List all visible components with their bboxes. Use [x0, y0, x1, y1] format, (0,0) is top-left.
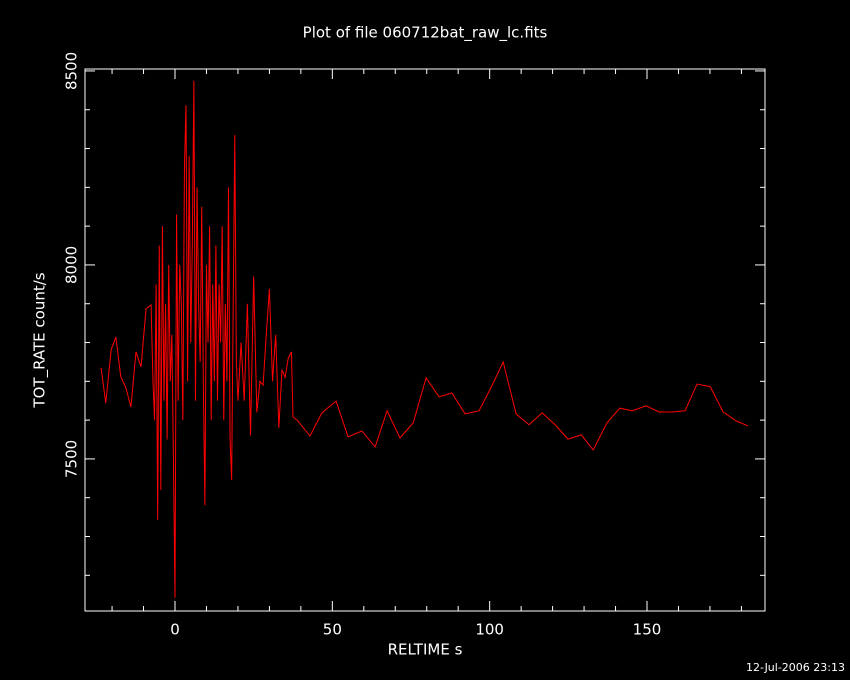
x-tick-label: 0	[170, 621, 180, 639]
x-tick-label: 100	[475, 621, 504, 639]
chart-title: Plot of file 060712bat_raw_lc.fits	[303, 24, 548, 43]
y-axis-label: TOT_RATE count/s	[31, 272, 50, 408]
y-tick-label: 8500	[63, 52, 81, 90]
x-axis-label: RELTIME s	[388, 641, 463, 659]
y-tick-label: 7500	[63, 440, 81, 478]
footer: 12-Jul-2006 23:13	[746, 661, 845, 674]
plot-frame	[84, 68, 766, 612]
x-tick-label: 150	[633, 621, 662, 639]
y-tick-label: 8000	[63, 246, 81, 284]
x-tick-label: 50	[323, 621, 342, 639]
light-curve	[100, 81, 749, 598]
